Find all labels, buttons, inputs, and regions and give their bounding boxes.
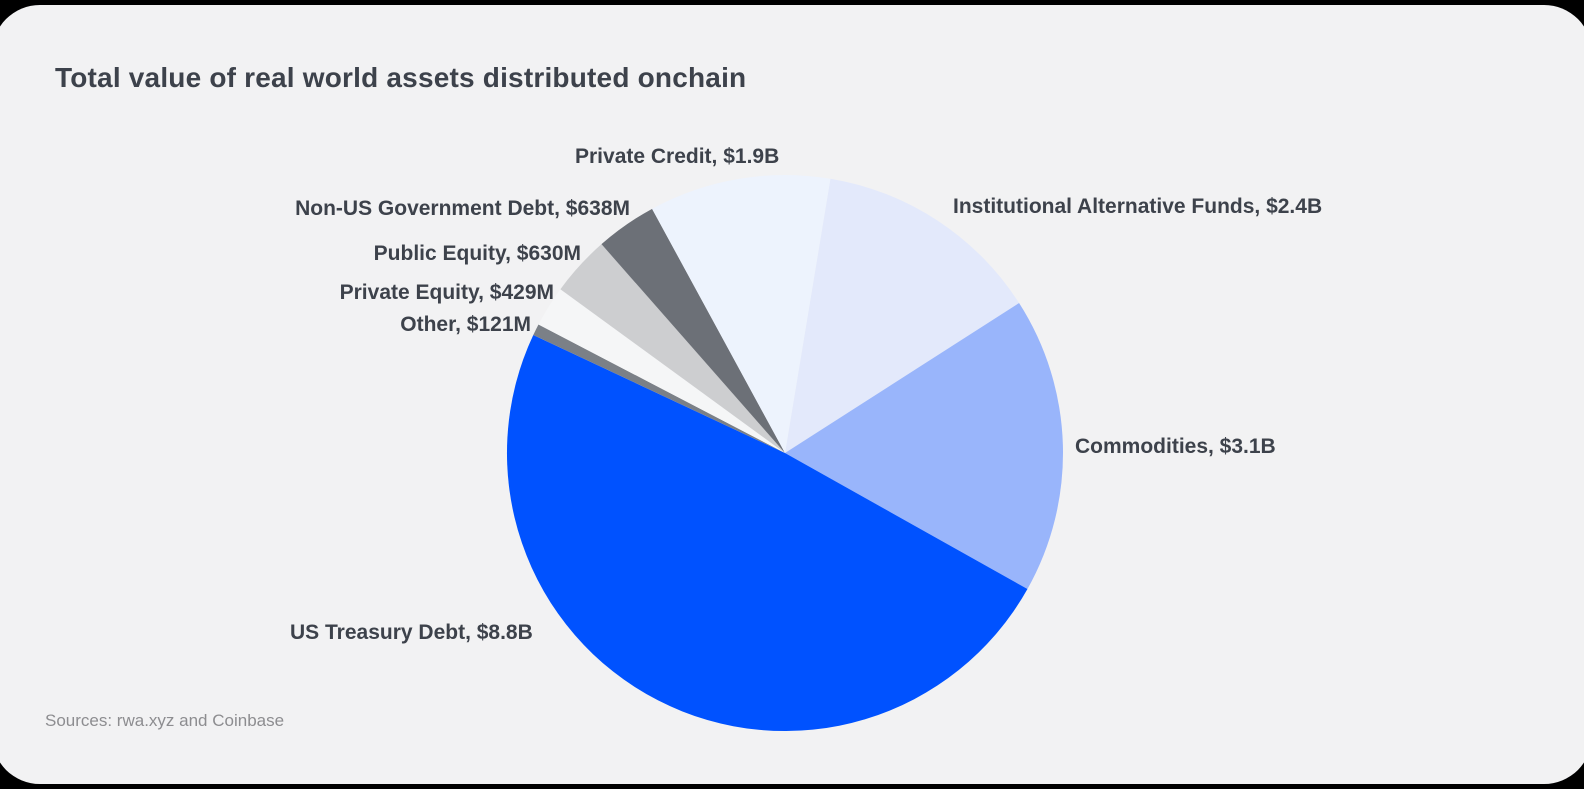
pie-svg xyxy=(506,174,1064,732)
slice-label-non-us-government-debt: Non-US Government Debt, $638M xyxy=(295,197,630,220)
slice-label-private-credit: Private Credit, $1.9B xyxy=(575,145,780,168)
pie-slice-institutional-alternative-funds xyxy=(785,178,1020,454)
slice-label-institutional-alternative-funds: Institutional Alternative Funds, $2.4B xyxy=(953,195,1323,218)
slice-label-public-equity: Public Equity, $630M xyxy=(373,242,581,265)
chart-card: Total value of real world assets distrib… xyxy=(0,5,1584,784)
pie-chart: Institutional Alternative Funds, $2.4B C… xyxy=(0,5,1584,784)
pie-slice-commodities xyxy=(785,303,1064,590)
pie-slice-other xyxy=(533,324,785,453)
pie-slice-non-us-government-debt xyxy=(601,208,785,453)
slice-label-private-equity: Private Equity, $429M xyxy=(339,281,554,304)
slice-label-commodities: Commodities, $3.1B xyxy=(1075,435,1276,458)
slice-label-other: Other, $121M xyxy=(400,313,531,336)
chart-title: Total value of real world assets distrib… xyxy=(55,62,747,93)
source-note: Sources: rwa.xyz and Coinbase xyxy=(45,711,285,730)
pie-slice-private-credit xyxy=(652,174,831,454)
pie-slice-private-equity xyxy=(538,289,785,453)
pie-slice-us-treasury-debt xyxy=(506,335,1028,732)
pie-slice-public-equity xyxy=(560,244,785,453)
slice-label-us-treasury-debt: US Treasury Debt, $8.8B xyxy=(290,621,533,644)
